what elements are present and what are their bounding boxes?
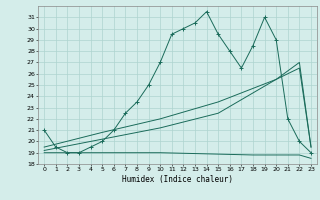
X-axis label: Humidex (Indice chaleur): Humidex (Indice chaleur) bbox=[122, 175, 233, 184]
